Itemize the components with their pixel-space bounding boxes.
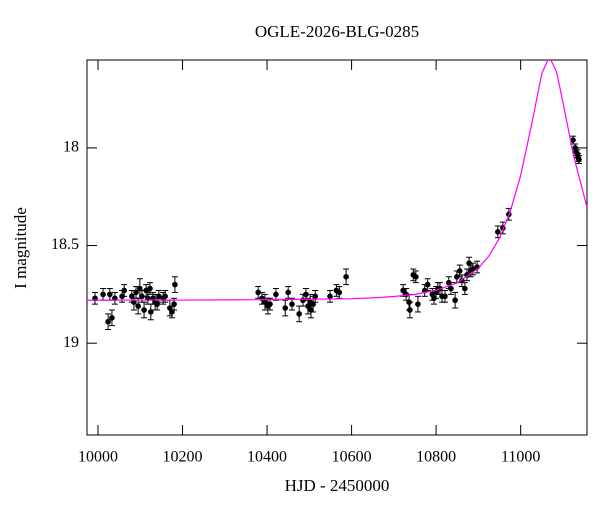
data-point <box>139 293 145 300</box>
data-point <box>105 318 111 325</box>
y-tick-label: 19 <box>63 334 79 351</box>
data-point <box>267 301 273 307</box>
y-tick-label: 18 <box>63 139 79 156</box>
x-tick-label: 10400 <box>247 449 287 466</box>
x-tick-label: 10000 <box>78 449 118 466</box>
y-tick-label: 18.5 <box>51 236 79 253</box>
data-point <box>129 293 135 300</box>
data-point <box>442 293 448 300</box>
data-point <box>452 297 458 304</box>
data-point <box>131 299 137 305</box>
data-point <box>285 289 291 296</box>
data-point <box>148 309 154 315</box>
x-tick-label: 11000 <box>501 449 540 466</box>
data-point <box>100 291 106 298</box>
data-point <box>310 301 316 307</box>
data-point <box>147 285 153 292</box>
data-point <box>133 289 139 296</box>
data-point <box>169 309 175 315</box>
y-axis-label: I magnitude <box>11 207 30 289</box>
data-point <box>336 289 343 296</box>
data-point <box>464 272 470 278</box>
data-point <box>296 311 302 317</box>
data-point <box>135 303 141 309</box>
data-point <box>109 315 115 321</box>
x-tick-label: 10600 <box>332 449 372 466</box>
data-point <box>448 285 454 292</box>
data-point <box>282 305 289 311</box>
data-point <box>327 293 333 300</box>
data-point <box>495 229 501 235</box>
data-point <box>121 287 127 294</box>
data-point <box>141 307 147 313</box>
data-point <box>289 301 295 307</box>
data-point <box>308 307 314 313</box>
chart-title: OGLE-2026-BLG-0285 <box>255 22 419 41</box>
data-point <box>154 301 160 307</box>
x-axis-label: HJD - 2450000 <box>285 476 390 495</box>
data-point <box>156 293 162 300</box>
data-point <box>312 293 319 300</box>
data-point <box>343 273 349 280</box>
plot-area <box>87 60 587 331</box>
data-point <box>303 291 309 298</box>
data-point <box>255 289 261 296</box>
data-point <box>415 301 421 307</box>
data-point <box>456 268 463 274</box>
data-point <box>407 307 413 313</box>
data-point <box>137 285 143 292</box>
plot-frame <box>86 59 588 436</box>
data-point <box>424 281 431 288</box>
data-point <box>576 156 582 163</box>
data-point <box>466 260 472 266</box>
x-tick-label: 10800 <box>416 449 456 466</box>
data-point <box>400 287 406 294</box>
data-point <box>172 281 178 288</box>
data-point <box>107 291 113 298</box>
data-point <box>413 273 419 280</box>
data-point <box>171 301 177 307</box>
data-point <box>162 293 168 300</box>
data-point <box>262 299 268 305</box>
data-point <box>462 285 468 292</box>
data-point <box>570 137 576 143</box>
x-tick-label: 10200 <box>163 449 203 466</box>
model-curve <box>87 60 587 301</box>
data-point <box>273 291 279 298</box>
